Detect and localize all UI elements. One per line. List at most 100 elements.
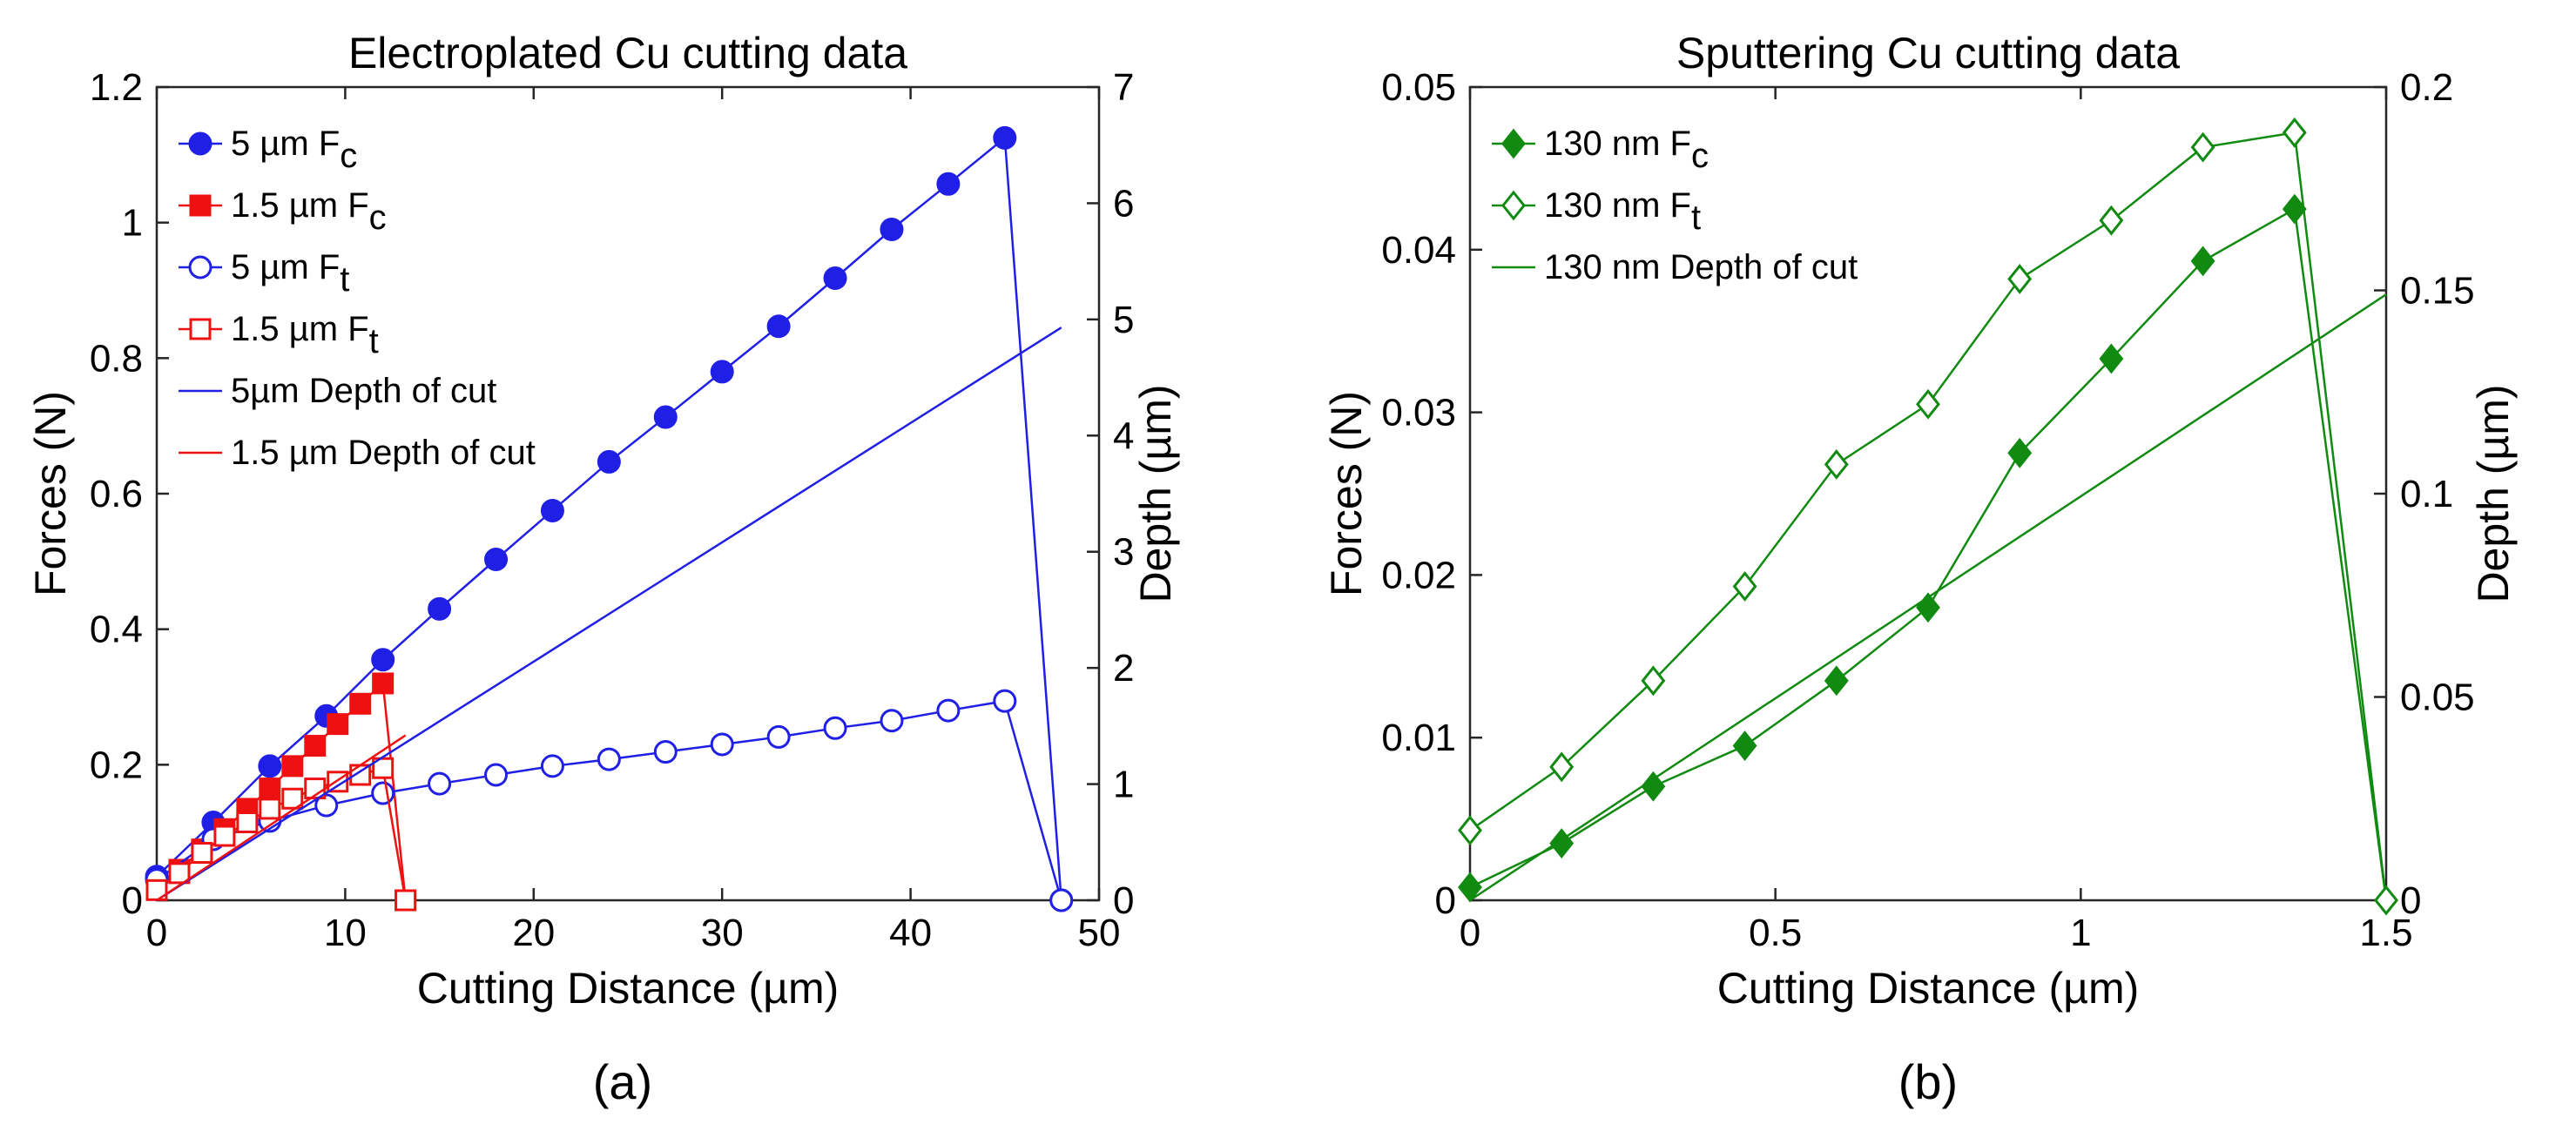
- data-point: [2282, 193, 2307, 225]
- series-line: [156, 681, 407, 901]
- data-point: [936, 172, 961, 196]
- y-tick-label: 0.01: [1381, 717, 1456, 759]
- data-point: [1732, 571, 1757, 602]
- y-right-tick-label: 0.2: [2400, 66, 2453, 109]
- legend-label-main: 5µm Depth of cut: [231, 372, 496, 410]
- legend-marker: [189, 194, 212, 217]
- y-right-tick-label: 2: [1113, 647, 1134, 690]
- legend-label-main: 130 nm Depth of cut: [1544, 248, 1858, 286]
- y-right-tick-label: 1: [1113, 764, 1134, 806]
- y-tick-label: 0.04: [1381, 229, 1456, 272]
- x-tick-label: 0: [1460, 912, 1480, 954]
- legend-entry: 5 µm Fc: [179, 125, 357, 175]
- data-point: [191, 842, 213, 865]
- data-point: [2099, 343, 2124, 374]
- y-right-tick-label: 0.05: [2400, 677, 2475, 719]
- y-tick-label: 0: [1435, 879, 1456, 922]
- data-point: [597, 747, 621, 771]
- x-tick-label: 0: [146, 912, 167, 954]
- chart-panel-b: 0 0.5 1 1.500.010.020.030.040.0500.050.10.1…: [1322, 29, 2518, 1109]
- x-axis-label: Cutting Distance (µm): [417, 964, 840, 1013]
- legend-label-subscript: c: [369, 199, 387, 237]
- legend-marker: [188, 255, 212, 279]
- data-point: [371, 648, 395, 672]
- x-tick-label: 50: [1078, 912, 1121, 954]
- y-tick-label: 0.8: [90, 337, 143, 380]
- data-point: [2190, 246, 2215, 277]
- y-right-tick-label: 0: [1113, 879, 1134, 922]
- data-point: [2374, 885, 2398, 916]
- legend-label: 5 µm Ft: [231, 248, 349, 299]
- data-point: [993, 125, 1017, 150]
- y-tick-label: 0.4: [90, 609, 143, 651]
- legend-entry: 130 nm Ft: [1492, 186, 1701, 237]
- y-right-tick-label: 3: [1113, 531, 1134, 574]
- data-point: [1824, 665, 1849, 697]
- legend-label-main: 1.5 µm Depth of cut: [231, 434, 536, 472]
- legend-label-subscript: t: [369, 322, 379, 360]
- data-point: [1641, 771, 1666, 802]
- legend-label: 1.5 µm Depth of cut: [231, 434, 536, 472]
- data-point: [168, 862, 191, 885]
- series-2: [1469, 293, 2387, 902]
- y-axis-label: Forces (N): [26, 391, 75, 596]
- series-line: [1469, 293, 2387, 902]
- data-point: [428, 596, 452, 621]
- data-point: [259, 798, 281, 820]
- legend-label: 1.5 µm Fc: [231, 186, 387, 237]
- data-point: [2099, 205, 2124, 236]
- data-point: [880, 217, 904, 241]
- data-point: [236, 811, 259, 833]
- data-point: [372, 757, 394, 779]
- series-line: [156, 734, 407, 902]
- x-tick-label: 40: [889, 912, 932, 954]
- legend-label-main: 1.5 µm F: [231, 186, 369, 225]
- data-point: [936, 698, 961, 723]
- legend-label: 130 nm Fc: [1544, 125, 1709, 175]
- legend-label: 130 nm Ft: [1544, 186, 1701, 237]
- legend-label-subscript: c: [340, 137, 357, 175]
- legend-label-main: 1.5 µm F: [231, 310, 369, 348]
- panel-label: (a): [593, 1054, 652, 1109]
- data-point: [597, 449, 621, 474]
- series-0: [1458, 193, 2398, 916]
- y-tick-label: 0.02: [1381, 554, 1456, 596]
- data-point: [540, 498, 564, 522]
- series-line: [1469, 207, 2388, 901]
- data-point: [428, 771, 452, 796]
- data-point: [653, 740, 678, 764]
- y-tick-label: 0.05: [1381, 66, 1456, 109]
- y-tick-label: 1: [122, 202, 143, 245]
- data-point: [314, 793, 339, 818]
- series-4: [156, 327, 1062, 902]
- legend-label: 5µm Depth of cut: [231, 372, 496, 410]
- y-axis-label: Forces (N): [1322, 391, 1371, 596]
- data-point: [484, 763, 509, 787]
- data-point: [304, 735, 327, 757]
- data-point: [1916, 388, 1940, 420]
- data-point: [349, 692, 372, 715]
- series-line: [156, 766, 407, 901]
- data-point: [766, 314, 791, 339]
- data-point: [281, 755, 304, 778]
- x-tick-label: 0.5: [1749, 912, 1802, 954]
- legend-marker: [1501, 190, 1526, 221]
- y-right-tick-label: 0: [2400, 879, 2421, 922]
- data-point: [2282, 117, 2307, 148]
- data-point: [1458, 815, 1482, 846]
- chart-panel-a: 0 10 20 30 40 5000.20.40.60.811.201234567Elec…: [26, 29, 1180, 1109]
- data-point: [327, 713, 349, 736]
- data-point: [823, 266, 847, 290]
- data-point: [710, 732, 734, 757]
- legend-label-subscript: c: [1691, 137, 1709, 175]
- legend-label-main: 130 nm F: [1544, 186, 1691, 225]
- legend-label-main: 5 µm F: [231, 125, 340, 163]
- x-tick-label: 30: [701, 912, 744, 954]
- y-tick-label: 0: [122, 879, 143, 922]
- x-tick-label: 10: [324, 912, 367, 954]
- data-point: [1641, 665, 1666, 697]
- data-point: [880, 709, 904, 733]
- legend-entry: 130 nm Depth of cut: [1492, 248, 1858, 286]
- y-tick-label: 0.2: [90, 744, 143, 786]
